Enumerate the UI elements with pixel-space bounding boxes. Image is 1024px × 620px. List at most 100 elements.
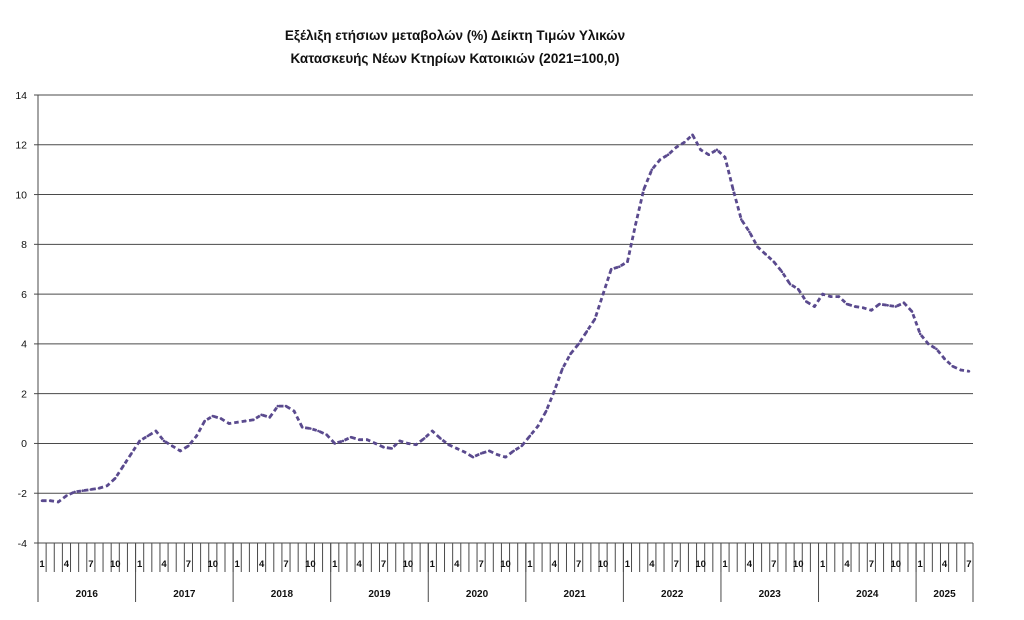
y-tick-label: 2 <box>21 388 27 400</box>
y-tick-label: 10 <box>15 189 27 201</box>
data-point <box>138 439 141 443</box>
data-point <box>715 148 719 152</box>
data-point <box>723 155 727 159</box>
data-point <box>926 342 930 346</box>
data-point <box>414 443 418 446</box>
x-month-label: 1 <box>235 559 241 570</box>
x-year-label: 2024 <box>856 589 879 600</box>
data-point <box>577 342 580 346</box>
x-year-label: 2023 <box>759 589 782 600</box>
data-point <box>829 295 833 298</box>
gridlines-group <box>38 94 973 544</box>
data-point <box>674 145 678 149</box>
x-month-label: 10 <box>208 559 219 570</box>
x-month-label: 10 <box>500 559 511 570</box>
data-point <box>374 442 377 445</box>
x-month-label: 7 <box>283 559 288 570</box>
y-tick-label: 4 <box>21 339 27 351</box>
data-point <box>105 484 109 488</box>
data-point <box>390 447 393 450</box>
x-year-label: 2021 <box>563 589 586 600</box>
chart-title-line-1: Εξέλιξη ετήσιων μεταβολών (%) Δείκτη Τιμ… <box>285 28 625 43</box>
data-point <box>439 437 442 440</box>
x-month-label: 10 <box>598 559 609 570</box>
x-month-label: 7 <box>381 559 386 570</box>
x-year-label: 2020 <box>466 589 489 600</box>
data-point <box>748 230 751 234</box>
x-month-label: 7 <box>186 559 191 570</box>
x-year-label: 2025 <box>933 589 956 600</box>
data-point <box>512 449 515 453</box>
data-point <box>536 424 540 428</box>
data-point <box>73 490 76 494</box>
series-group <box>40 133 971 504</box>
data-point <box>788 282 792 286</box>
data-point <box>292 409 296 413</box>
x-month-label: 1 <box>527 559 533 570</box>
data-point <box>520 444 524 448</box>
data-point <box>57 500 60 504</box>
data-point <box>894 305 898 308</box>
data-point <box>471 455 475 459</box>
data-point <box>699 148 702 152</box>
x-month-label: 7 <box>771 559 776 570</box>
data-point <box>170 444 174 448</box>
data-point <box>268 416 272 419</box>
data-point <box>146 434 150 438</box>
data-point <box>837 295 841 298</box>
x-year-label: 2022 <box>661 589 684 600</box>
data-point <box>178 449 182 453</box>
data-point <box>569 352 572 356</box>
data-point <box>252 418 255 422</box>
data-point <box>455 447 459 450</box>
data-point <box>496 453 499 456</box>
x-month-label: 1 <box>820 559 826 570</box>
data-point <box>935 347 938 351</box>
data-point <box>357 438 361 442</box>
x-month-label: 4 <box>844 559 850 570</box>
y-tick-label: 8 <box>21 239 27 251</box>
data-point <box>219 417 223 420</box>
x-year-label: 2017 <box>173 589 196 600</box>
data-point <box>910 310 914 313</box>
data-point <box>97 486 101 490</box>
x-month-label: 4 <box>161 559 167 570</box>
x-month-label: 1 <box>430 559 436 570</box>
x-month-label: 7 <box>869 559 874 570</box>
data-point <box>764 252 767 256</box>
data-point <box>187 444 190 448</box>
data-point <box>870 308 873 312</box>
data-point <box>40 499 44 502</box>
x-month-label: 4 <box>942 559 948 570</box>
y-tick-label: -2 <box>18 488 27 500</box>
data-point <box>65 494 68 498</box>
data-point <box>528 434 532 438</box>
data-point <box>276 404 280 408</box>
y-tick-label: 14 <box>15 90 27 102</box>
data-point <box>260 413 263 417</box>
x-month-label: 1 <box>625 559 631 570</box>
data-point <box>162 439 166 443</box>
data-point <box>967 369 971 373</box>
data-point <box>796 287 800 291</box>
data-point <box>89 488 93 491</box>
data-point <box>211 414 215 418</box>
x-month-label: 4 <box>649 559 655 570</box>
x-month-label: 1 <box>332 559 338 570</box>
x-year-label: 2019 <box>368 589 391 600</box>
data-point <box>780 270 784 274</box>
x-month-label: 10 <box>305 559 316 570</box>
data-point <box>845 302 849 306</box>
x-month-label: 10 <box>110 559 121 570</box>
x-month-label: 7 <box>478 559 483 570</box>
x-month-label: 1 <box>39 559 45 570</box>
data-point <box>805 300 808 303</box>
data-point <box>813 305 816 308</box>
x-month-label: 4 <box>454 559 460 570</box>
data-point <box>609 267 613 271</box>
data-point <box>422 437 426 440</box>
data-point <box>447 443 450 446</box>
